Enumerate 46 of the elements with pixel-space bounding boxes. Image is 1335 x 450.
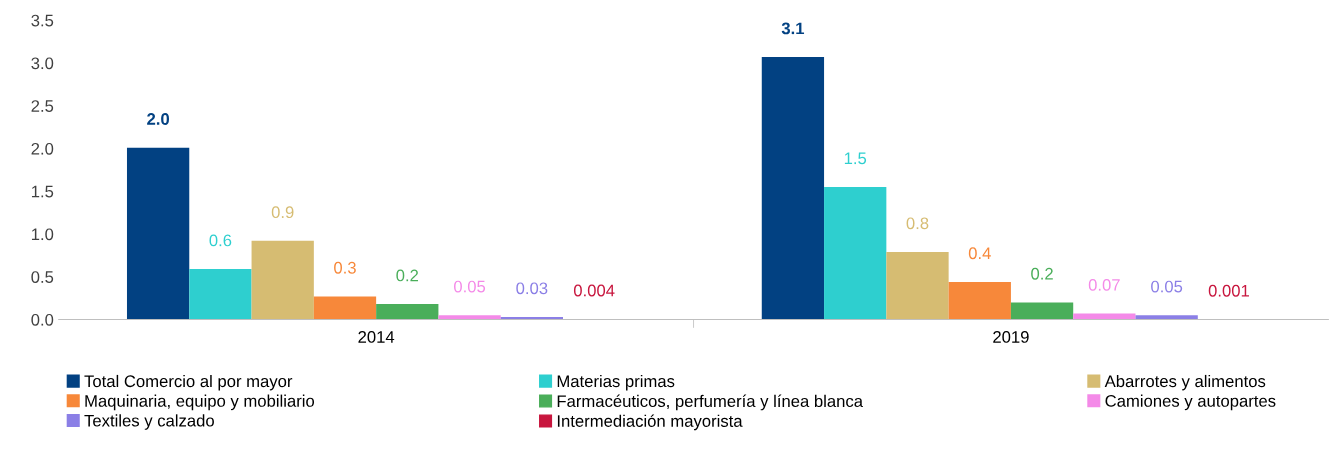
- legend-label: Abarrotes y alimentos: [1104, 374, 1266, 391]
- bar: [824, 186, 887, 320]
- data-label: 0.6: [209, 234, 232, 247]
- y-tick-label: 2.5: [31, 100, 54, 112]
- data-label: 0.2: [396, 269, 419, 282]
- legend-label: Materias primas: [557, 374, 675, 391]
- bar: [376, 304, 439, 320]
- y-tick-label: 0.5: [31, 271, 54, 283]
- x-tick-label: 2014: [358, 331, 395, 343]
- data-label: 0.4: [968, 247, 991, 260]
- y-tick-label: 1.5: [31, 185, 54, 198]
- legend-label: Intermediación mayorista: [557, 414, 743, 431]
- x-tick-label: 2019: [993, 331, 1029, 343]
- data-label: 0.3: [334, 261, 356, 274]
- data-label: 0.004: [573, 284, 615, 297]
- legend-label: Camiones y autopartes: [1105, 394, 1276, 411]
- bar: [1135, 315, 1198, 320]
- y-tick-label: 0.0: [31, 313, 54, 326]
- bar: [438, 315, 501, 320]
- data-label: 0.05: [1151, 280, 1183, 293]
- y-tick-label: 2.0: [31, 142, 54, 155]
- bar: [1010, 302, 1074, 320]
- data-label: 2.0: [147, 113, 170, 125]
- bar: [189, 269, 252, 320]
- legend-label: Total Comercio al por mayor: [84, 374, 293, 391]
- legend-label: Maquinaria, equipo y mobiliario: [85, 394, 315, 411]
- data-label: 0.2: [1031, 267, 1053, 280]
- bar: [313, 296, 377, 320]
- data-label: 0.8: [906, 217, 929, 230]
- bar: [886, 251, 949, 320]
- bar: [948, 281, 1011, 320]
- legend-label: Farmacéuticos, perfumería y línea blanca: [557, 394, 864, 411]
- data-label: 0.07: [1088, 278, 1120, 291]
- bar: [761, 57, 825, 320]
- data-label: 0.9: [271, 206, 294, 219]
- y-tick-label: 3.5: [31, 14, 54, 27]
- y-tick-label: 3.0: [31, 57, 54, 70]
- data-label: 3.1: [781, 22, 805, 35]
- data-label: 0.03: [516, 282, 548, 295]
- data-label: 0.001: [1208, 284, 1249, 297]
- bar: [126, 147, 190, 320]
- legend-label: Textiles y calzado: [84, 414, 214, 430]
- y-tick-label: 1.0: [31, 228, 54, 241]
- data-label: 0.05: [454, 280, 486, 293]
- data-label: 1.5: [844, 152, 867, 165]
- bar: [251, 240, 314, 320]
